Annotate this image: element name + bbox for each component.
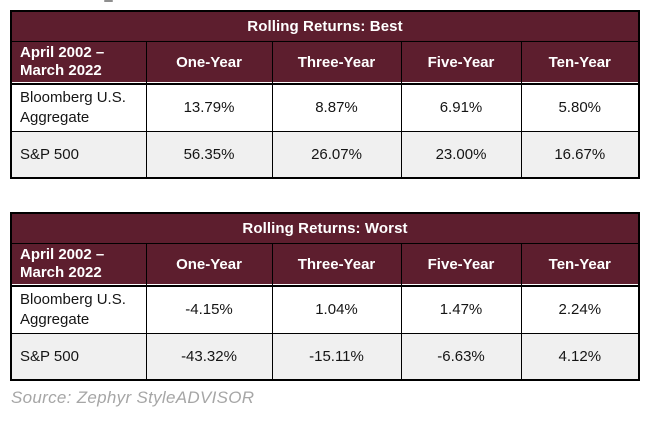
value-cell: -6.63%	[400, 332, 522, 381]
value-cell: 4.12%	[520, 332, 640, 381]
table-row: S&P 500 -43.32% -15.11% -6.63% 4.12%	[10, 332, 640, 381]
column-header-three-year: Three-Year	[271, 40, 402, 85]
table-title-row: Rolling Returns: Best	[10, 10, 640, 42]
source-note: Source: Zephyr StyleADVISOR	[11, 388, 255, 407]
value-cell: 5.80%	[520, 83, 640, 132]
column-header-ten-year: Ten-Year	[520, 242, 640, 287]
column-header-ten-year: Ten-Year	[520, 40, 640, 85]
column-header-row: April 2002 – March 2022 One-Year Three-Y…	[10, 242, 640, 287]
table-row: Bloomberg U.S. Aggregate -4.15% 1.04% 1.…	[10, 285, 640, 334]
value-cell: 56.35%	[145, 130, 273, 179]
value-cell: -4.15%	[145, 285, 273, 334]
table-title: Rolling Returns: Worst	[10, 212, 640, 244]
value-cell: 2.24%	[520, 285, 640, 334]
column-header-one-year: One-Year	[145, 242, 273, 287]
column-header-one-year: One-Year	[145, 40, 273, 85]
value-cell: 23.00%	[400, 130, 522, 179]
value-cell: 1.04%	[271, 285, 402, 334]
value-cell: 1.47%	[400, 285, 522, 334]
period-header-cell: April 2002 – March 2022	[10, 40, 147, 85]
value-cell: -15.11%	[271, 332, 402, 381]
column-header-row: April 2002 – March 2022 One-Year Three-Y…	[10, 40, 640, 85]
row-label: S&P 500	[10, 332, 147, 381]
rolling-returns-best-table: Rolling Returns: Best April 2002 – March…	[10, 10, 640, 179]
table-gap	[10, 179, 638, 212]
cropped-text-remnant	[104, 0, 113, 2]
value-cell: 13.79%	[145, 83, 273, 132]
column-header-five-year: Five-Year	[400, 40, 522, 85]
row-label: S&P 500	[10, 130, 147, 179]
column-header-five-year: Five-Year	[400, 242, 522, 287]
column-header-three-year: Three-Year	[271, 242, 402, 287]
table-row: Bloomberg U.S. Aggregate 13.79% 8.87% 6.…	[10, 83, 640, 132]
value-cell: 16.67%	[520, 130, 640, 179]
table-title: Rolling Returns: Best	[10, 10, 640, 42]
value-cell: 6.91%	[400, 83, 522, 132]
value-cell: -43.32%	[145, 332, 273, 381]
value-cell: 26.07%	[271, 130, 402, 179]
table-row: S&P 500 56.35% 26.07% 23.00% 16.67%	[10, 130, 640, 179]
row-label: Bloomberg U.S. Aggregate	[10, 83, 147, 132]
row-label: Bloomberg U.S. Aggregate	[10, 285, 147, 334]
table-title-row: Rolling Returns: Worst	[10, 212, 640, 244]
period-header-cell: April 2002 – March 2022	[10, 242, 147, 287]
rolling-returns-worst-table: Rolling Returns: Worst April 2002 – Marc…	[10, 212, 641, 381]
value-cell: 8.87%	[271, 83, 402, 132]
